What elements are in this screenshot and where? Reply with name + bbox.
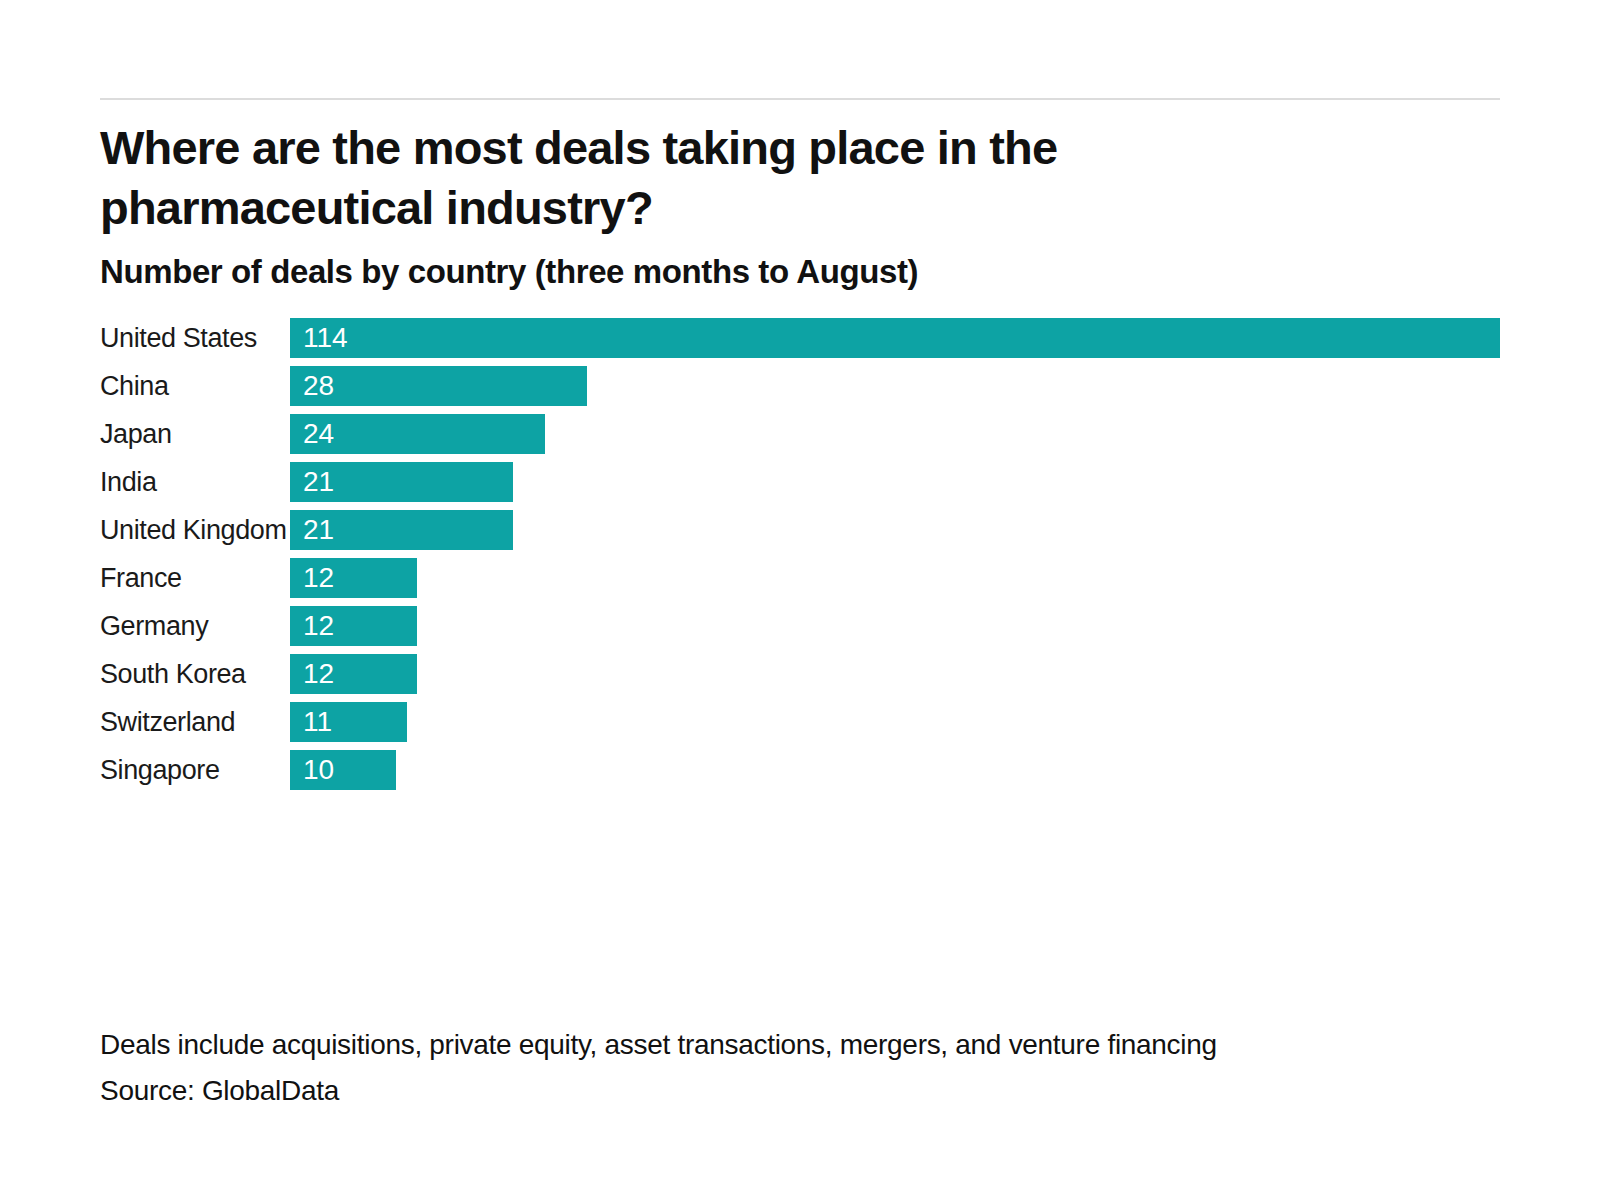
bar-singapore: 10	[290, 750, 396, 790]
bar-japan: 24	[290, 414, 545, 454]
bar-chart: United States114China28Japan24India21Uni…	[100, 318, 1500, 790]
bar-track: 24	[290, 414, 1500, 454]
bar-track: 114	[290, 318, 1500, 358]
category-label: India	[100, 467, 290, 498]
chart-row: Switzerland11	[100, 702, 1500, 742]
bar-track: 21	[290, 462, 1500, 502]
bar-switzerland: 11	[290, 702, 407, 742]
chart-title-line-1: Where are the most deals taking place in…	[100, 118, 1500, 178]
source-line: Source: GlobalData	[100, 1068, 1500, 1114]
category-label: United States	[100, 323, 290, 354]
chart-row: France12	[100, 558, 1500, 598]
value-label: 24	[290, 414, 334, 454]
bar-track: 21	[290, 510, 1500, 550]
chart-row: South Korea12	[100, 654, 1500, 694]
category-label: Japan	[100, 419, 290, 450]
bar-france: 12	[290, 558, 417, 598]
value-label: 12	[290, 654, 334, 694]
category-label: France	[100, 563, 290, 594]
chart-row: China28	[100, 366, 1500, 406]
chart-row: Germany12	[100, 606, 1500, 646]
value-label: 10	[290, 750, 334, 790]
category-label: China	[100, 371, 290, 402]
top-divider	[100, 98, 1500, 100]
value-label: 12	[290, 606, 334, 646]
bar-track: 10	[290, 750, 1500, 790]
value-label: 21	[290, 462, 334, 502]
bar-china: 28	[290, 366, 587, 406]
value-label: 11	[290, 702, 332, 742]
chart-subtitle: Number of deals by country (three months…	[100, 252, 1500, 292]
chart-row: Japan24	[100, 414, 1500, 454]
bar-germany: 12	[290, 606, 417, 646]
bar-track: 11	[290, 702, 1500, 742]
chart-title-line-2: pharmaceutical industry?	[100, 178, 1500, 238]
bar-track: 28	[290, 366, 1500, 406]
footer: Deals include acquisitions, private equi…	[100, 1022, 1500, 1114]
chart-row: United States114	[100, 318, 1500, 358]
footnote: Deals include acquisitions, private equi…	[100, 1022, 1500, 1068]
bar-south-korea: 12	[290, 654, 417, 694]
bar-india: 21	[290, 462, 513, 502]
chart-row: India21	[100, 462, 1500, 502]
value-label: 114	[290, 318, 348, 358]
bar-united-kingdom: 21	[290, 510, 513, 550]
bar-track: 12	[290, 606, 1500, 646]
category-label: Singapore	[100, 755, 290, 786]
value-label: 28	[290, 366, 334, 406]
value-label: 21	[290, 510, 334, 550]
category-label: United Kingdom	[100, 515, 290, 546]
chart-page: Where are the most deals taking place in…	[0, 0, 1600, 1200]
category-label: Switzerland	[100, 707, 290, 738]
bar-track: 12	[290, 558, 1500, 598]
bar-track: 12	[290, 654, 1500, 694]
value-label: 12	[290, 558, 334, 598]
category-label: Germany	[100, 611, 290, 642]
category-label: South Korea	[100, 659, 290, 690]
chart-title: Where are the most deals taking place in…	[100, 118, 1500, 238]
chart-row: United Kingdom21	[100, 510, 1500, 550]
chart-row: Singapore10	[100, 750, 1500, 790]
bar-united-states: 114	[290, 318, 1500, 358]
